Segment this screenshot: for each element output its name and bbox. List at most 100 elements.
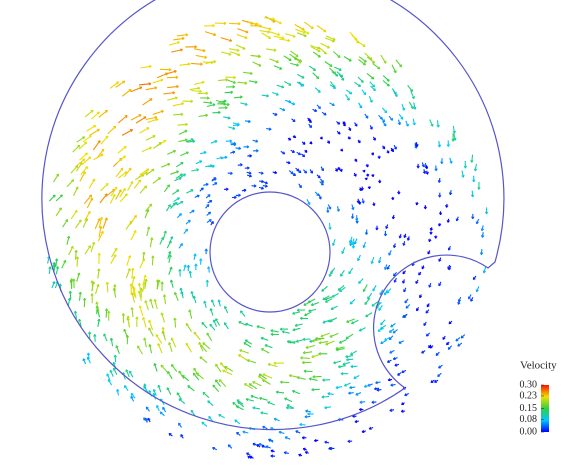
vector-arrow-head bbox=[293, 173, 297, 176]
vector-arrow-head bbox=[180, 161, 184, 165]
vector-arrow bbox=[146, 226, 150, 237]
vector-arrow-head bbox=[90, 109, 94, 113]
vector-arrow bbox=[166, 204, 171, 212]
vector-arrow-head bbox=[370, 261, 374, 264]
vector-arrow bbox=[185, 342, 192, 353]
vector-arrow-head bbox=[160, 237, 164, 240]
colorbar-tick-label: 0.23 bbox=[520, 390, 538, 401]
vector-arrow-head bbox=[202, 48, 206, 53]
vector-arrow-head bbox=[318, 341, 322, 345]
vector-arrow-head bbox=[187, 62, 191, 66]
vector-arrow bbox=[364, 384, 371, 388]
vector-arrow-head bbox=[130, 129, 133, 133]
vector-arrow-head bbox=[209, 323, 213, 327]
vector-arrow bbox=[284, 436, 291, 440]
vector-arrow-head bbox=[423, 323, 427, 327]
vector-arrow-head bbox=[329, 446, 333, 451]
vector-arrow-head bbox=[260, 186, 264, 190]
vector-arrow-head bbox=[72, 278, 76, 282]
vector-arrow bbox=[233, 96, 243, 99]
vector-arrow-head bbox=[354, 158, 358, 162]
vector-arrow bbox=[290, 62, 299, 66]
vector-arrow bbox=[236, 33, 248, 39]
vector-arrow-head bbox=[209, 308, 213, 312]
vector-arrow-head bbox=[155, 334, 159, 337]
vector-arrow bbox=[144, 209, 150, 219]
vector-arrow-head bbox=[82, 158, 86, 162]
vector-arrow bbox=[305, 344, 316, 349]
vector-arrow-head bbox=[261, 348, 264, 352]
vector-arrow-head bbox=[268, 35, 272, 39]
vector-arrow-head bbox=[116, 81, 120, 85]
vector-arrow bbox=[174, 292, 179, 301]
vector-arrow bbox=[183, 264, 187, 272]
vector-arrow-head bbox=[213, 32, 217, 37]
vector-arrow-head bbox=[162, 406, 166, 410]
vector-arrow bbox=[115, 189, 122, 200]
vector-arrow-head bbox=[448, 192, 453, 196]
vector-arrow-head bbox=[138, 305, 143, 309]
vector-arrow-head bbox=[209, 101, 213, 105]
vector-arrow bbox=[242, 431, 249, 434]
vector-arrow-head bbox=[146, 226, 151, 230]
vector-arrow-head bbox=[236, 123, 240, 127]
vector-arrow-head bbox=[138, 114, 142, 118]
vector-arrow-head bbox=[150, 237, 154, 241]
vector-arrow-head bbox=[287, 38, 291, 43]
vector-arrow-head bbox=[341, 251, 345, 254]
vector-arrow-head bbox=[97, 318, 101, 322]
vector-arrow-head bbox=[163, 230, 167, 234]
vector-arrow-head bbox=[115, 345, 119, 349]
vector-arrow-head bbox=[446, 144, 450, 147]
vector-arrow-head bbox=[254, 80, 258, 84]
vector-arrow-head bbox=[168, 342, 172, 346]
vector-arrow bbox=[283, 55, 292, 61]
vector-arrow-head bbox=[233, 75, 236, 80]
vector-arrow-head bbox=[173, 291, 178, 295]
vector-arrow-head bbox=[337, 131, 341, 135]
vector-arrow bbox=[154, 299, 158, 310]
vector-arrow bbox=[377, 327, 384, 332]
vector-arrow-head bbox=[365, 173, 370, 177]
vector-arrow bbox=[72, 144, 81, 153]
vector-arrow bbox=[171, 49, 183, 53]
vector-arrow bbox=[102, 217, 108, 229]
vector-arrow-head bbox=[213, 178, 217, 181]
vector-arrow-head bbox=[253, 184, 257, 188]
vector-arrow-head bbox=[359, 407, 362, 412]
vector-arrow-head bbox=[138, 179, 142, 183]
vector-arrow bbox=[167, 371, 173, 380]
vector-arrow-head bbox=[349, 91, 353, 95]
vector-arrow-head bbox=[320, 182, 324, 186]
vector-arrow-head bbox=[475, 221, 479, 225]
vector-arrow-head bbox=[75, 186, 79, 190]
vector-arrow-head bbox=[113, 254, 117, 258]
vector-arrow-head bbox=[170, 236, 174, 240]
vector-arrow bbox=[176, 392, 183, 400]
vector-arrow-head bbox=[404, 300, 408, 304]
vector-arrow-head bbox=[144, 300, 148, 304]
vector-arrow-head bbox=[218, 110, 221, 115]
vector-arrow bbox=[142, 274, 147, 286]
vector-arrow-head bbox=[284, 397, 288, 401]
vector-arrow-head bbox=[104, 109, 108, 113]
vector-arrow bbox=[169, 41, 180, 46]
vector-arrow-head bbox=[275, 60, 279, 64]
vector-arrow bbox=[247, 21, 259, 26]
vector-arrow bbox=[97, 268, 100, 279]
vector-arrow-head bbox=[105, 135, 109, 139]
vector-arrow bbox=[109, 369, 114, 377]
vector-arrow-head bbox=[99, 216, 104, 220]
vector-arrow-head bbox=[312, 375, 316, 379]
vector-arrow bbox=[178, 422, 183, 428]
vector-arrow bbox=[171, 364, 178, 372]
vector-arrow bbox=[156, 72, 169, 79]
vector-arrow bbox=[213, 319, 218, 327]
vector-arrow-head bbox=[148, 64, 152, 69]
vector-arrow-head bbox=[342, 123, 346, 127]
vector-arrow-head bbox=[303, 302, 307, 306]
vector-arrow-head bbox=[424, 166, 429, 170]
vector-arrow-head bbox=[482, 270, 487, 274]
vector-arrow bbox=[78, 318, 82, 327]
vector-arrow bbox=[348, 267, 354, 275]
